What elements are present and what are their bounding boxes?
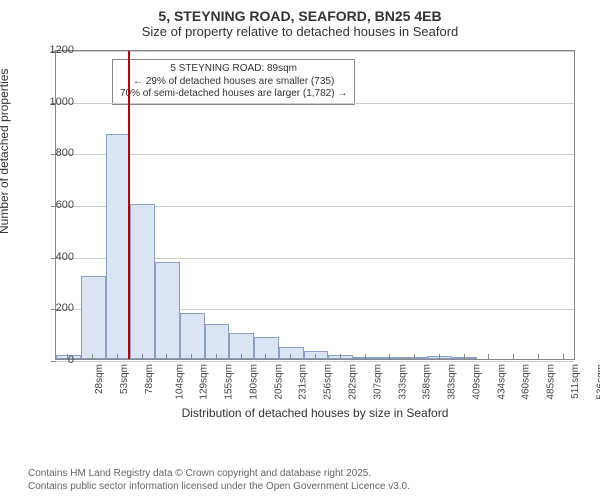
histogram-bar xyxy=(81,276,106,359)
histogram-bar xyxy=(328,355,353,359)
histogram-bar xyxy=(180,313,205,360)
xtick-label: 231sqm xyxy=(298,364,309,400)
chart: Number of detached properties 5 STEYNING… xyxy=(0,44,600,424)
annotation-box: 5 STEYNING ROAD: 89sqm ← 29% of detached… xyxy=(112,59,355,105)
annotation-line-2: ← 29% of detached houses are smaller (73… xyxy=(120,76,347,89)
grid-line-h xyxy=(56,103,574,104)
footer: Contains HM Land Registry data © Crown c… xyxy=(28,468,600,493)
ytick-label: 400 xyxy=(56,251,74,263)
title-sub: Size of property relative to detached ho… xyxy=(0,24,600,39)
xtick-label: 383sqm xyxy=(447,364,458,400)
xtick-label: 333sqm xyxy=(397,364,408,400)
xtick-label: 28sqm xyxy=(94,364,105,394)
xtick-label: 155sqm xyxy=(224,364,235,400)
ytick-label: 1200 xyxy=(50,44,74,56)
xtick-mark xyxy=(216,354,217,359)
reference-line xyxy=(128,51,130,359)
histogram-bar xyxy=(155,262,180,359)
footer-line-1: Contains HM Land Registry data © Crown c… xyxy=(28,468,600,481)
title-block: 5, STEYNING ROAD, SEAFORD, BN25 4EB Size… xyxy=(0,0,600,39)
grid-line-h xyxy=(56,51,574,52)
xtick-label: 205sqm xyxy=(273,364,284,400)
xtick-mark xyxy=(538,354,539,359)
title-main: 5, STEYNING ROAD, SEAFORD, BN25 4EB xyxy=(0,8,600,24)
xtick-mark xyxy=(241,354,242,359)
xtick-mark xyxy=(340,354,341,359)
xtick-mark xyxy=(439,354,440,359)
ytick-label: 800 xyxy=(56,147,74,159)
xtick-mark xyxy=(464,354,465,359)
xtick-mark xyxy=(488,354,489,359)
histogram-bar xyxy=(229,333,254,359)
xtick-label: 511sqm xyxy=(570,364,581,399)
xtick-label: 282sqm xyxy=(348,364,359,400)
grid-line-h xyxy=(56,361,574,362)
xtick-mark xyxy=(290,354,291,359)
histogram-bar xyxy=(254,337,279,359)
xtick-label: 434sqm xyxy=(496,364,507,400)
xtick-mark xyxy=(389,354,390,359)
xtick-mark xyxy=(365,354,366,359)
xtick-label: 129sqm xyxy=(199,364,210,400)
xtick-label: 53sqm xyxy=(119,364,130,394)
xtick-mark xyxy=(117,354,118,359)
xtick-label: 256sqm xyxy=(323,364,334,400)
histogram-bar xyxy=(106,134,131,359)
ytick-label: 600 xyxy=(56,199,74,211)
plot-area: 5 STEYNING ROAD: 89sqm ← 29% of detached… xyxy=(55,50,575,360)
xtick-label: 307sqm xyxy=(372,364,383,400)
xtick-label: 104sqm xyxy=(174,364,185,400)
histogram-bar xyxy=(130,204,155,359)
annotation-line-3: 70% of semi-detached houses are larger (… xyxy=(120,88,347,101)
histogram-bar xyxy=(452,357,477,359)
ytick-label: 0 xyxy=(68,354,74,366)
xtick-mark xyxy=(414,354,415,359)
xtick-mark xyxy=(265,354,266,359)
xtick-label: 78sqm xyxy=(144,364,155,394)
xtick-mark xyxy=(166,354,167,359)
xtick-label: 409sqm xyxy=(471,364,482,400)
grid-line-h xyxy=(56,154,574,155)
footer-line-2: Contains public sector information licen… xyxy=(28,481,600,494)
y-axis-label: Number of detached properties xyxy=(0,69,11,234)
xtick-mark xyxy=(513,354,514,359)
histogram-bar xyxy=(205,324,230,359)
xtick-mark xyxy=(191,354,192,359)
ytick-label: 200 xyxy=(56,302,74,314)
histogram-bar xyxy=(427,356,452,359)
xtick-mark xyxy=(315,354,316,359)
xtick-label: 536sqm xyxy=(595,364,600,400)
x-axis-label: Distribution of detached houses by size … xyxy=(55,406,575,420)
xtick-label: 358sqm xyxy=(422,364,433,400)
ytick-label: 1000 xyxy=(50,96,74,108)
xtick-mark xyxy=(563,354,564,359)
xtick-label: 460sqm xyxy=(521,364,532,400)
xtick-mark xyxy=(92,354,93,359)
histogram-bar xyxy=(353,357,378,359)
xtick-label: 485sqm xyxy=(546,364,557,400)
xtick-label: 180sqm xyxy=(249,364,260,400)
ytick-mark xyxy=(51,361,56,362)
xtick-mark xyxy=(67,354,68,359)
annotation-line-1: 5 STEYNING ROAD: 89sqm xyxy=(120,63,347,76)
xtick-mark xyxy=(142,354,143,359)
